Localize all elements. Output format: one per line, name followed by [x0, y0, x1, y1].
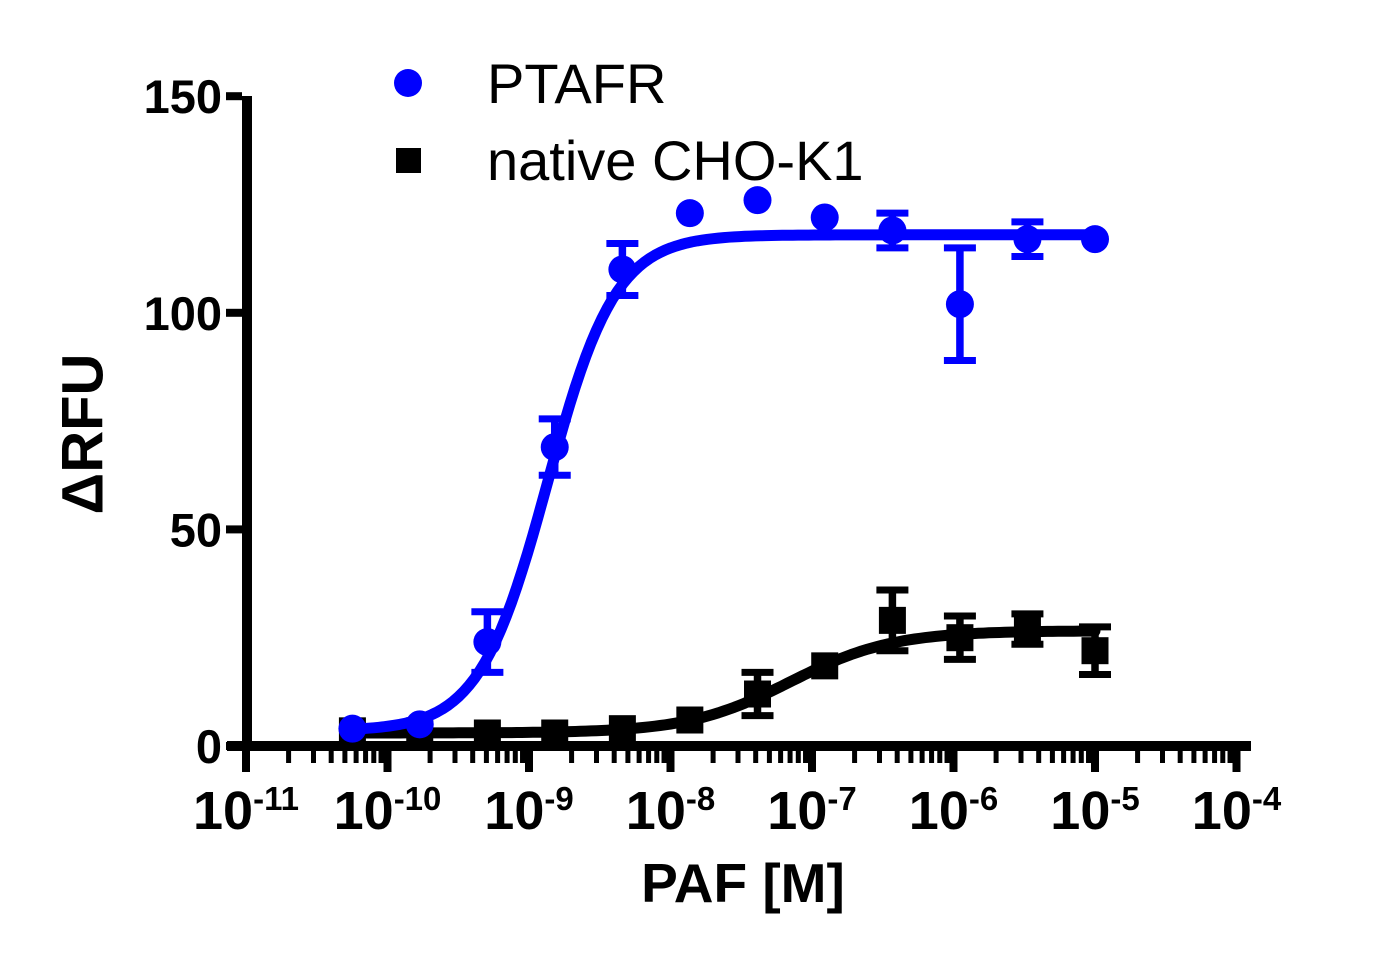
data-point-ptafr	[810, 203, 839, 232]
x-tick-label: 10-4	[1192, 780, 1282, 841]
x-tick-label: 10-9	[484, 780, 573, 841]
y-tick-label: 150	[144, 70, 222, 123]
data-point-native-cho-k1	[878, 606, 906, 634]
data-point-ptafr	[1081, 225, 1109, 254]
y-axis-title: ΔRFU	[50, 353, 116, 515]
x-tick-label: 10-10	[334, 780, 442, 841]
x-tick-label: 10-11	[193, 780, 299, 841]
y-tick-label: 100	[144, 287, 222, 340]
data-point-ptafr	[338, 714, 367, 743]
data-point-native-cho-k1	[608, 715, 636, 743]
data-point-ptafr	[473, 628, 502, 657]
y-tick-label: 0	[196, 720, 222, 773]
data-point-ptafr	[608, 255, 637, 284]
data-point-ptafr	[1013, 225, 1042, 254]
data-point-ptafr	[945, 290, 974, 319]
fit-curve-native-cho-k1	[346, 625, 1101, 739]
data-point-native-cho-k1	[946, 624, 974, 652]
data-point-ptafr	[540, 433, 569, 462]
data-point-native-cho-k1	[811, 652, 839, 680]
x-tick-label: 10-5	[1050, 780, 1139, 841]
data-point-ptafr	[675, 199, 704, 228]
data-point-ptafr	[878, 216, 907, 245]
y-tick-label: 50	[170, 503, 222, 556]
data-point-native-cho-k1	[541, 719, 569, 747]
x-tick-label: 10-8	[626, 780, 715, 841]
data-point-native-cho-k1	[676, 706, 704, 734]
data-point-native-cho-k1	[473, 719, 501, 747]
data-point-ptafr	[743, 186, 772, 215]
fit-curve-ptafr	[346, 229, 1101, 735]
data-point-native-cho-k1	[744, 680, 772, 708]
x-axis-title: PAF [M]	[641, 852, 845, 914]
data-point-native-cho-k1	[1013, 615, 1041, 643]
x-tick-label: 10-7	[767, 780, 856, 841]
data-point-native-cho-k1	[1081, 637, 1109, 665]
x-tick-label: 10-6	[909, 780, 998, 841]
data-point-ptafr	[405, 710, 434, 739]
